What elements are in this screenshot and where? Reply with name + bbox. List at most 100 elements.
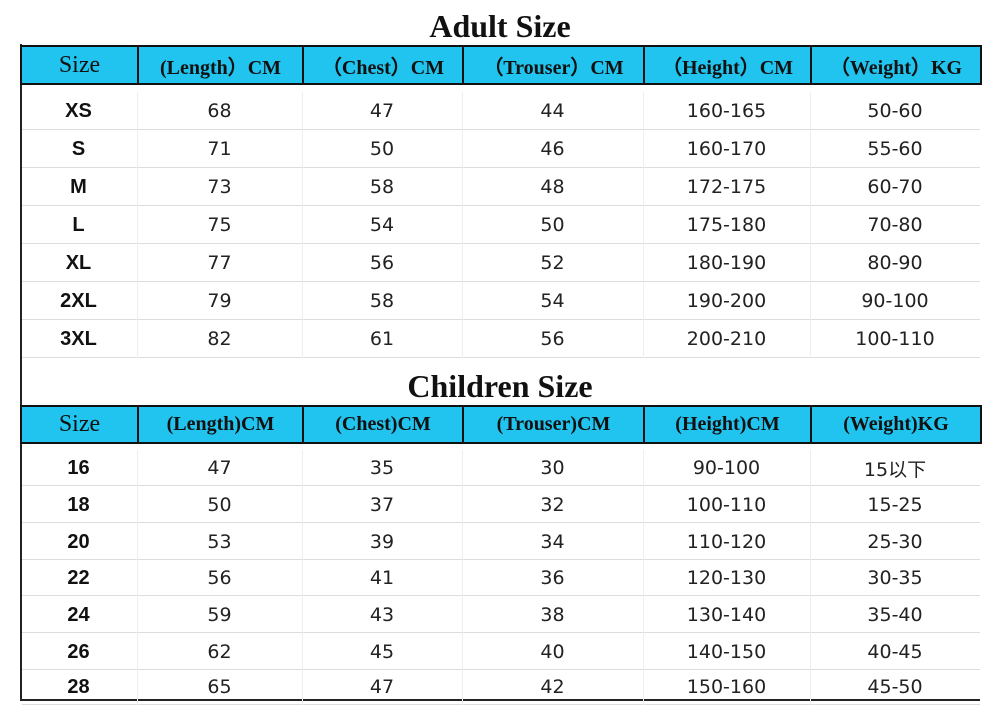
size-label: L <box>72 213 85 236</box>
row-separator <box>22 704 980 705</box>
table-cell: 36 <box>540 567 565 589</box>
left-border <box>20 44 22 701</box>
table-cell: 61 <box>369 328 395 350</box>
table-cell: 15-25 <box>867 494 923 516</box>
table-cell: 52 <box>540 252 565 274</box>
column-separator <box>137 92 138 358</box>
table-cell: 55-60 <box>867 138 923 160</box>
table-cell: 90-100 <box>861 290 929 312</box>
table-cell: 65 <box>207 676 232 698</box>
table-cell: 180-190 <box>686 252 767 274</box>
row-separator <box>22 281 980 282</box>
table-cell: 54 <box>540 290 565 312</box>
table-cell: 37 <box>369 494 395 516</box>
table-cell: 40 <box>540 641 565 663</box>
table-cell: 60-70 <box>867 176 923 198</box>
size-label: S <box>71 137 86 160</box>
table-cell: 38 <box>540 604 565 626</box>
column-header: (Chest)CM <box>302 405 464 444</box>
table-cell: 190-200 <box>686 290 767 312</box>
row-separator <box>22 357 980 358</box>
table-cell: 25-30 <box>867 531 923 553</box>
table-cell: 175-180 <box>686 214 767 236</box>
table-cell: 48 <box>540 176 565 198</box>
table-cell: 160-165 <box>686 100 767 122</box>
table-cell: 45 <box>369 641 395 663</box>
row-separator <box>22 632 980 633</box>
table-cell: 160-170 <box>686 138 767 160</box>
table-cell: 45-50 <box>867 676 923 698</box>
column-separator <box>302 92 303 358</box>
table-cell: 59 <box>207 604 232 626</box>
table-cell: 58 <box>369 290 395 312</box>
table-cell: 120-130 <box>686 567 767 589</box>
size-label: 22 <box>67 566 90 589</box>
table-cell: 35 <box>369 457 395 479</box>
table-cell: 62 <box>207 641 232 663</box>
size-label: 24 <box>67 603 90 626</box>
column-header: Size <box>20 405 139 444</box>
table-cell: 58 <box>369 176 395 198</box>
section-title: Adult Size <box>429 7 571 44</box>
table-cell: 82 <box>207 328 232 350</box>
row-separator <box>22 559 980 560</box>
table-cell: 46 <box>540 138 565 160</box>
table-cell: 70-80 <box>867 214 923 236</box>
row-separator <box>22 205 980 206</box>
table-cell: 47 <box>369 100 395 122</box>
size-label: 16 <box>67 456 90 479</box>
row-separator <box>22 669 980 670</box>
table-cell: 79 <box>207 290 232 312</box>
table-cell: 43 <box>369 604 395 626</box>
table-cell: 110-120 <box>686 531 767 553</box>
table-cell: 100-110 <box>855 328 935 350</box>
table-cell: 77 <box>207 252 232 274</box>
table-cell: 71 <box>207 138 232 160</box>
column-header: (Weight)KG <box>810 405 982 444</box>
table-cell: 35-40 <box>867 604 923 626</box>
table-cell: 15以下 <box>863 458 927 481</box>
table-cell: 68 <box>207 100 232 122</box>
bottom-border <box>20 699 980 701</box>
row-separator <box>22 243 980 244</box>
column-header: Size <box>20 45 139 85</box>
table-cell: 56 <box>207 567 232 589</box>
table-cell: 32 <box>540 494 565 516</box>
table-cell: 150-160 <box>686 676 767 698</box>
column-header: （Chest）CM <box>302 45 464 85</box>
table-cell: 50 <box>540 214 565 236</box>
row-separator <box>22 522 980 523</box>
size-label: 20 <box>67 530 90 553</box>
table-cell: 40-45 <box>867 641 923 663</box>
column-header: (Length）CM <box>137 45 304 85</box>
table-cell: 44 <box>540 100 565 122</box>
column-separator <box>643 92 644 358</box>
column-header: （Height）CM <box>643 45 812 85</box>
column-separator <box>302 450 303 705</box>
row-separator <box>22 595 980 596</box>
column-separator <box>643 450 644 705</box>
table-cell: 50 <box>369 138 395 160</box>
table-cell: 50 <box>207 494 232 516</box>
row-separator <box>22 167 980 168</box>
table-cell: 200-210 <box>686 328 767 350</box>
column-header: (Height)CM <box>643 405 812 444</box>
table-cell: 47 <box>369 676 395 698</box>
table-cell: 80-90 <box>867 252 923 274</box>
size-label: 2XL <box>60 289 97 312</box>
table-cell: 140-150 <box>686 641 767 663</box>
column-separator <box>810 450 811 705</box>
table-cell: 73 <box>207 176 232 198</box>
table-cell: 56 <box>540 328 565 350</box>
table-cell: 47 <box>207 457 232 479</box>
column-separator <box>810 92 811 358</box>
column-header: (Trouser)CM <box>462 405 645 444</box>
row-separator <box>22 129 980 130</box>
column-header: （Weight）KG <box>810 45 982 85</box>
column-separator <box>462 450 463 705</box>
table-cell: 50-60 <box>867 100 923 122</box>
section-title: Children Size <box>407 367 593 404</box>
table-cell: 39 <box>369 531 395 553</box>
table-cell: 41 <box>369 567 395 589</box>
